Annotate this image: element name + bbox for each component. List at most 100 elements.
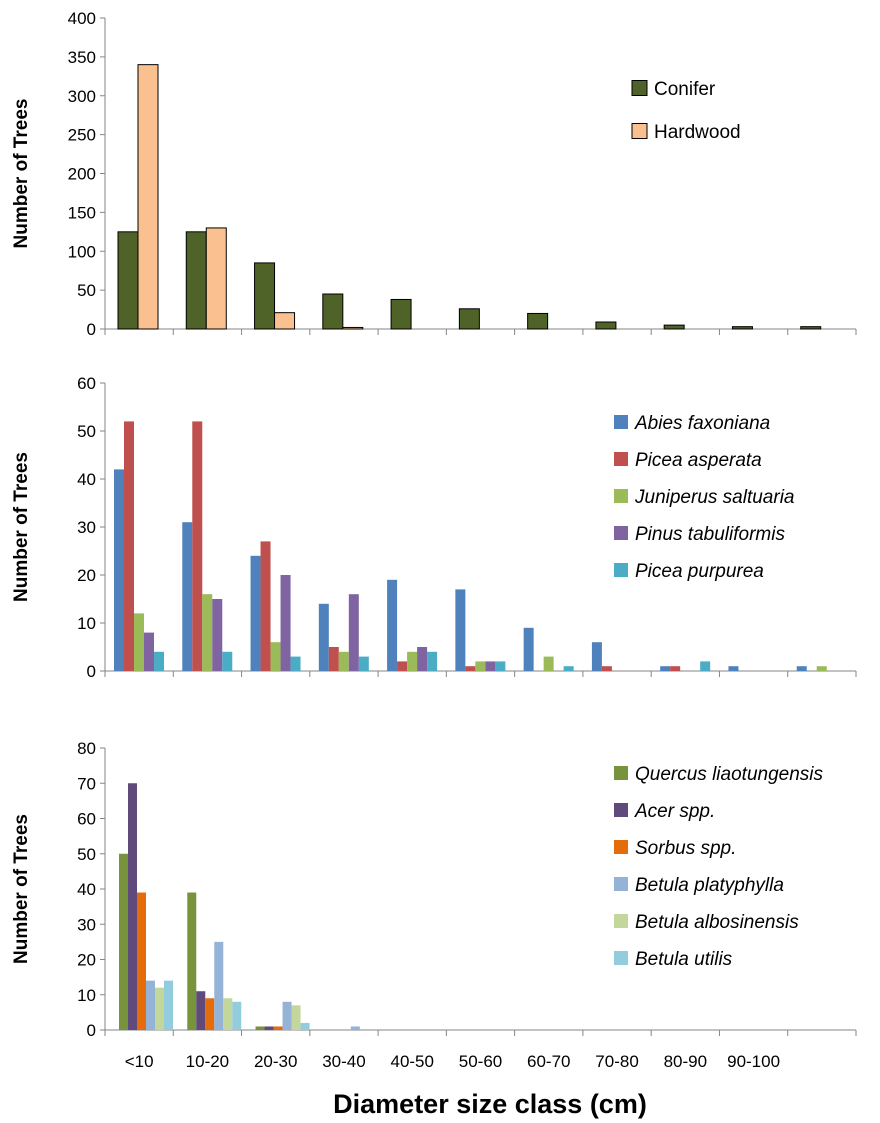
bar [397, 661, 408, 671]
y-tick-label: 150 [68, 203, 96, 222]
bar [273, 1026, 283, 1030]
y-tick-label: 20 [77, 566, 96, 585]
y-tick-label: 0 [87, 662, 96, 681]
bar [114, 469, 124, 671]
bar [214, 941, 224, 1030]
x-tick-label: 90-100 [727, 1052, 780, 1071]
bar [663, 324, 685, 330]
bar [270, 642, 281, 671]
bar [563, 666, 574, 671]
y-axis-title: Number of Trees [11, 452, 32, 602]
legend-label: Pinus tabuliformis [635, 524, 785, 545]
bar [187, 892, 197, 1030]
bar [350, 1026, 360, 1030]
legend-swatch [614, 489, 628, 503]
bar [417, 647, 428, 671]
legend-label: Sorbus spp. [635, 838, 736, 859]
legend-label: Betula platyphylla [635, 875, 784, 896]
bar [660, 666, 671, 671]
bar [280, 575, 291, 671]
x-tick-label: <10 [125, 1052, 154, 1071]
panel-conifer-hardwood: 0 50 100 150 200 250 300 350 400 Number of Trees C… [11, 9, 857, 339]
bar [338, 651, 349, 671]
legend-label: Betula albosinensis [635, 912, 799, 933]
x-tick-label: 80-90 [664, 1052, 707, 1071]
panel-conifer-species: 0 10 20 30 40 50 60 Number of Trees Abies faxoni… [11, 374, 857, 681]
bar [543, 656, 554, 671]
y-tick-label: 30 [77, 518, 96, 537]
bar [728, 666, 739, 671]
legend-swatch [614, 840, 628, 854]
bar [800, 326, 822, 330]
panel-hardwood-species: 0 10 20 30 40 50 60 70 80 Number of Trees <10 10-20… [11, 739, 857, 1071]
bar [300, 1022, 310, 1030]
y-tick-label: 200 [68, 165, 96, 184]
y-tick-label: 50 [77, 845, 96, 864]
y-tick-label: 10 [77, 986, 96, 1005]
bar [212, 599, 223, 671]
bar [601, 666, 612, 671]
legend-label: Betula utilis [635, 949, 733, 970]
bar [318, 603, 329, 671]
y-tick-label: 30 [77, 915, 96, 934]
bar [527, 312, 549, 330]
y-tick-label: 300 [68, 87, 96, 106]
bar [119, 853, 128, 1030]
x-tick-label: 30-40 [322, 1052, 365, 1071]
bar [154, 651, 164, 671]
bar [458, 308, 480, 330]
bar [485, 661, 496, 671]
legend-swatch [614, 415, 628, 429]
bar [290, 656, 301, 671]
bar [137, 64, 159, 330]
y-tick-label: 0 [87, 320, 96, 339]
bar [264, 1026, 274, 1030]
y-tick-label: 40 [77, 880, 96, 899]
legend-swatch [614, 803, 628, 817]
legend-label: Abies faxoniana [634, 413, 770, 434]
legend-swatch [631, 80, 648, 96]
legend-swatch [631, 123, 648, 139]
bar [205, 998, 215, 1030]
bar [796, 666, 807, 671]
bar [342, 326, 364, 330]
y-tick-label: 350 [68, 48, 96, 67]
x-tick-label: 40-50 [390, 1052, 433, 1071]
bar [254, 262, 276, 330]
bar [465, 666, 476, 671]
bar [155, 987, 164, 1030]
bar [358, 656, 369, 671]
bar [348, 594, 359, 671]
y-tick-label: 20 [77, 951, 96, 970]
bar [164, 980, 173, 1030]
bar [523, 627, 534, 671]
bar [322, 293, 344, 330]
legend-label: Hardwood [654, 122, 741, 143]
x-tick-label: 70-80 [595, 1052, 638, 1071]
legend-swatch [614, 951, 628, 965]
bar [124, 421, 134, 671]
legend-label: Picea purpurea [635, 561, 764, 582]
bar [475, 661, 486, 671]
bar [182, 522, 193, 671]
legend-label: Conifer [654, 79, 716, 100]
bar [427, 651, 438, 671]
y-tick-label: 10 [77, 614, 96, 633]
x-tick-label: 50-60 [459, 1052, 502, 1071]
y-tick-label: 50 [77, 281, 96, 300]
legend-swatch [614, 877, 628, 891]
bar [250, 555, 261, 671]
bar [137, 892, 146, 1030]
bar [700, 661, 711, 671]
bar [128, 783, 137, 1030]
y-tick-label: 80 [77, 739, 96, 758]
legend-swatch [614, 563, 628, 577]
y-tick-label: 250 [68, 126, 96, 145]
bar [328, 647, 339, 671]
bar [274, 312, 296, 330]
bar [816, 666, 827, 671]
y-tick-label: 50 [77, 422, 96, 441]
bar [455, 589, 466, 671]
bar [196, 991, 206, 1030]
